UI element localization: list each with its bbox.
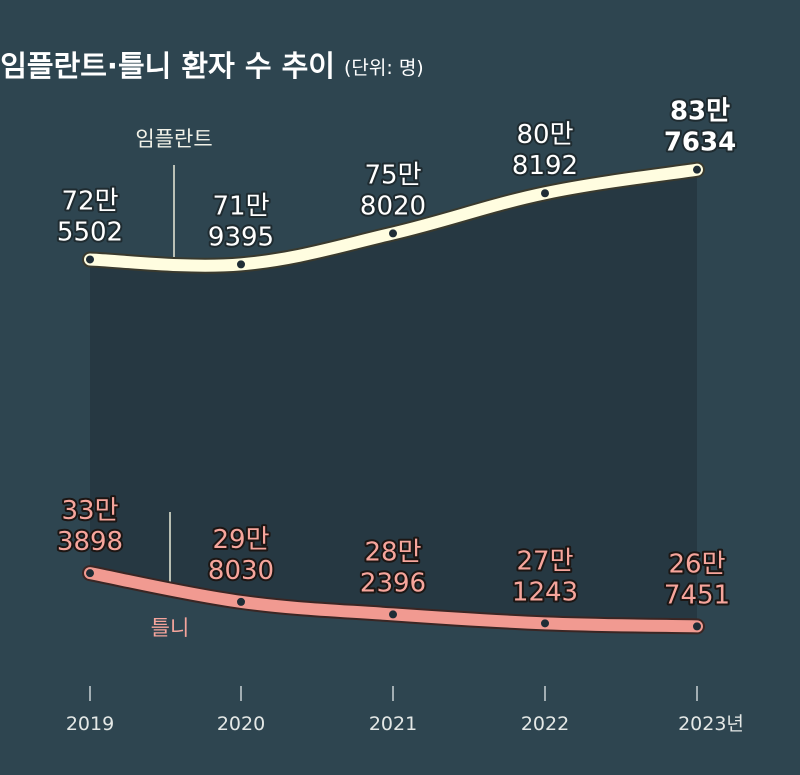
denture-data-point — [237, 597, 245, 606]
implant-data-label: 9395 — [208, 222, 274, 252]
denture-data-point — [86, 569, 94, 578]
implant-series-name: 임플란트 — [135, 127, 212, 151]
implant-data-label: 7634 — [664, 128, 736, 158]
implant-data-point — [86, 255, 94, 264]
band-layer — [90, 169, 697, 627]
denture-data-point — [541, 619, 549, 628]
denture-data-label: 3898 — [57, 527, 123, 557]
x-axis: 2019 2020 2021 2022 2023년 — [66, 686, 744, 735]
x-tick-label: 2023년 — [678, 713, 744, 735]
implant-data-label: 71만 — [212, 191, 269, 221]
implant-data-point — [541, 189, 549, 198]
implant-data-label: 72만 — [61, 186, 118, 216]
implant-data-point — [693, 165, 701, 174]
implant-data-point — [237, 260, 245, 269]
denture-data-label: 28만 — [364, 537, 421, 567]
denture-data-label: 29만 — [212, 525, 269, 555]
denture-data-label: 1243 — [512, 577, 578, 607]
band-between-series — [90, 169, 697, 627]
chart-title-group: 임플란트·틀니 환자 수 추이 (단위: 명) — [0, 49, 424, 83]
denture-data-label: 27만 — [516, 546, 573, 576]
implant-data-point — [389, 229, 397, 238]
implant-data-label: 83만 — [670, 97, 730, 127]
x-tick-label: 2022 — [521, 713, 569, 735]
x-tick-label: 2019 — [66, 713, 114, 735]
implant-data-label: 80만 — [516, 120, 573, 150]
denture-data-point — [693, 622, 701, 631]
denture-data-point — [389, 610, 397, 619]
denture-data-label: 2396 — [360, 568, 426, 598]
implant-data-label: 5502 — [57, 217, 123, 247]
implant-data-label: 8192 — [512, 151, 578, 181]
denture-data-label: 33만 — [61, 496, 118, 526]
x-tick-label: 2021 — [369, 713, 417, 735]
denture-data-label: 26만 — [668, 549, 725, 579]
implant-data-label: 75만 — [364, 160, 421, 190]
implant-data-label: 8020 — [360, 191, 426, 221]
denture-data-label: 7451 — [664, 580, 730, 610]
unit-note: (단위: 명) — [344, 57, 424, 79]
x-tick-label: 2020 — [217, 713, 265, 735]
denture-data-label: 8030 — [208, 556, 274, 586]
data-points — [86, 165, 701, 631]
chart-title: 임플란트·틀니 환자 수 추이 — [0, 49, 335, 83]
denture-series-name: 틀니 — [151, 616, 190, 640]
